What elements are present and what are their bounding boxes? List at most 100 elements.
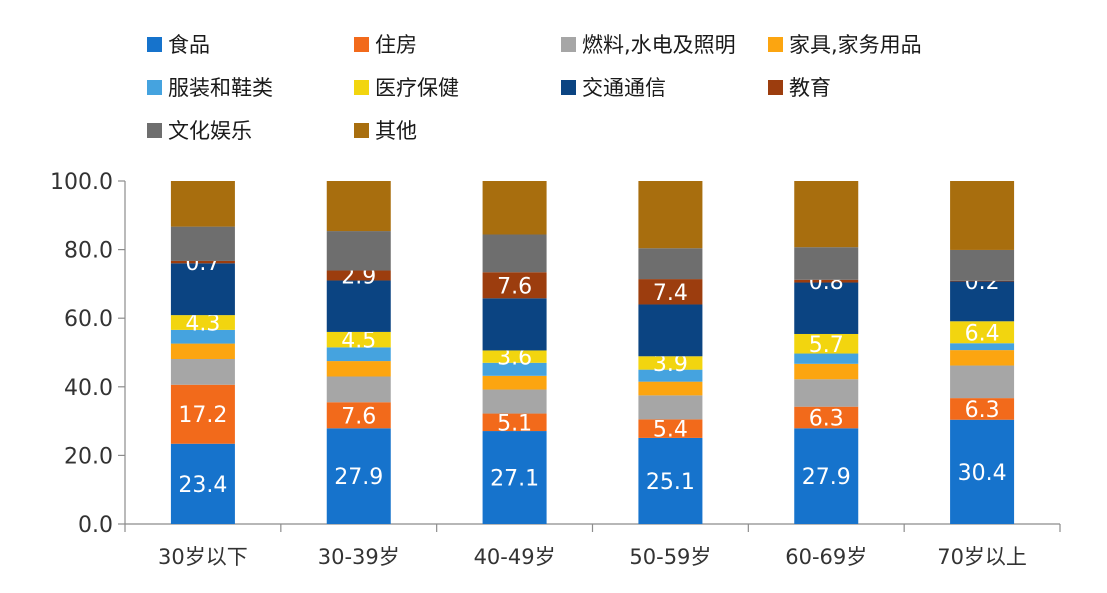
bar-stack: 27.15.13.67.6 (482, 181, 547, 524)
bar-segment (482, 413, 547, 432)
bar-segment (482, 181, 547, 235)
bar-segment (482, 431, 547, 524)
y-tick-label: 100.0 (50, 170, 113, 195)
bar-segment (950, 181, 1015, 250)
legend-swatch (354, 36, 369, 52)
bar-segment (326, 347, 391, 362)
bar-segment (794, 428, 859, 524)
legend-label: 服装和鞋类 (168, 76, 273, 100)
bar-segment (482, 350, 547, 363)
legend-item: 医疗保健 (354, 73, 459, 101)
bar-segment (326, 331, 391, 348)
data-label: 17.2 (178, 403, 227, 428)
bar-segment (638, 419, 703, 438)
data-label: 4.5 (341, 329, 376, 354)
bar-segment (950, 398, 1015, 420)
legend-label: 家具,家务用品 (789, 33, 922, 57)
bar-segment (482, 362, 547, 376)
legend-label: 其他 (375, 119, 417, 143)
data-label: 27.1 (490, 467, 539, 492)
data-label: 7.6 (341, 404, 376, 429)
data-label: 30.4 (958, 461, 1007, 486)
legend-item: 食品 (147, 30, 210, 58)
legend-swatch (354, 79, 369, 95)
y-tick-label: 80.0 (64, 239, 113, 264)
bar-segment (170, 226, 235, 261)
x-tick-label: 30-39岁 (318, 545, 400, 569)
bar-segment (638, 437, 703, 524)
legend-item: 其他 (354, 116, 417, 144)
data-label: 23.4 (178, 473, 227, 498)
x-tick-label: 60-69岁 (785, 545, 867, 569)
bar-segment (326, 231, 391, 271)
legend-label: 教育 (789, 76, 831, 100)
bar-segment (950, 343, 1015, 351)
bar-segment (170, 359, 235, 385)
legend-label: 食品 (168, 33, 210, 57)
bar-stack: 27.97.64.52.9 (326, 181, 391, 524)
bar-segment (326, 270, 391, 281)
bar-segment (482, 375, 547, 390)
legend-swatch (354, 122, 369, 138)
legend-item: 文化娱乐 (147, 116, 252, 144)
bar-segment (950, 281, 1015, 322)
bar-segment (170, 329, 235, 344)
legend-swatch (768, 79, 783, 95)
bar-segment (638, 279, 703, 305)
y-tick-label: 60.0 (64, 307, 113, 332)
legend-swatch (147, 36, 162, 52)
data-label: 6.3 (965, 398, 1000, 423)
bar-segment (326, 280, 391, 332)
bar-segment (950, 321, 1015, 344)
bar-segment (482, 389, 547, 414)
bar-segment (794, 379, 859, 407)
bar-segment (170, 443, 235, 524)
bar-segment (638, 181, 703, 249)
legend-item: 家具,家务用品 (768, 30, 922, 58)
bar-stack: 30.46.36.40.2 (950, 181, 1015, 524)
data-label: 5.1 (497, 411, 532, 436)
x-tick-label: 50-59岁 (629, 545, 711, 569)
legend-item: 交通通信 (561, 73, 666, 101)
legend-label: 文化娱乐 (168, 119, 252, 143)
bar-segment (170, 384, 235, 444)
legend-swatch (561, 79, 576, 95)
legend-swatch (147, 122, 162, 138)
data-label: 5.7 (809, 333, 844, 358)
legend-label: 燃料,水电及照明 (582, 33, 736, 57)
bar-segment (950, 365, 1015, 399)
x-tick-label: 30岁以下 (158, 545, 248, 569)
x-axis: 30岁以下 30-39岁 40-49岁 50-59岁 60-69岁 70岁以上 (124, 523, 1061, 569)
legend-item: 服装和鞋类 (147, 73, 273, 101)
y-tick-label: 40.0 (64, 376, 113, 401)
data-label: 27.9 (334, 465, 383, 490)
bar-stack: 25.15.43.97.4 (638, 181, 703, 524)
bar-segment (326, 402, 391, 429)
legend-label: 住房 (375, 33, 417, 57)
bar-segment (794, 333, 859, 354)
legend-item: 教育 (768, 73, 831, 101)
data-label: 7.4 (653, 281, 688, 306)
y-tick-label: 0.0 (78, 513, 113, 538)
legend-label: 交通通信 (582, 76, 666, 100)
bar-segment (794, 353, 859, 364)
data-label: 7.6 (497, 274, 532, 299)
bar-segment (326, 376, 391, 403)
legend-item: 燃料,水电及照明 (561, 30, 736, 58)
bar-segment (482, 298, 547, 351)
bar-segment (638, 395, 703, 420)
data-label: 6.4 (965, 321, 1000, 346)
bar-segment (326, 181, 391, 232)
data-label: 25.1 (646, 470, 695, 495)
y-tick-label: 20.0 (64, 444, 113, 469)
bar-segment (482, 272, 547, 299)
bar-segment (950, 419, 1015, 524)
legend-label: 医疗保健 (375, 76, 459, 100)
data-label: 5.4 (653, 418, 688, 443)
bar-segment (950, 350, 1015, 366)
legend-item: 住房 (354, 30, 417, 58)
bar-segment (638, 369, 703, 382)
bar-segment (794, 363, 859, 380)
y-axis: 0.0 20.0 40.0 60.0 80.0 100.0 (50, 170, 126, 538)
